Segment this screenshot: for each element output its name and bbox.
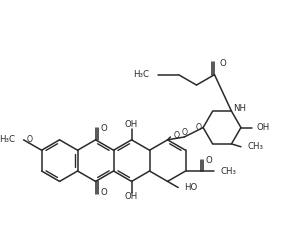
Text: OH: OH [125,120,138,129]
Text: CH₃: CH₃ [221,167,237,175]
Text: HO: HO [184,183,197,192]
Text: O: O [195,123,201,132]
Text: NH: NH [233,104,246,113]
Text: O: O [100,124,107,133]
Text: OH: OH [257,123,270,132]
Text: CH₃: CH₃ [248,142,264,151]
Text: O: O [100,188,107,197]
Text: O: O [26,135,32,144]
Text: O: O [205,156,212,165]
Text: H₃C: H₃C [0,135,15,144]
Text: O: O [173,131,179,140]
Text: H₃C: H₃C [133,70,149,79]
Text: O: O [181,128,187,137]
Text: OH: OH [125,192,138,201]
Text: O: O [219,59,226,68]
